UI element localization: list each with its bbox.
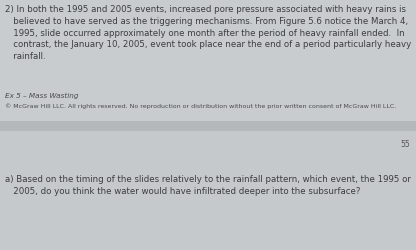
Text: Ex 5 – Mass Wasting: Ex 5 – Mass Wasting <box>5 93 79 99</box>
Text: 2) In both the 1995 and 2005 events, increased pore pressure associated with hea: 2) In both the 1995 and 2005 events, inc… <box>5 5 411 61</box>
Text: a) Based on the timing of the slides relatively to the rainfall pattern, which e: a) Based on the timing of the slides rel… <box>5 174 411 195</box>
Text: 55: 55 <box>400 140 410 148</box>
Bar <box>0 0 416 122</box>
Bar <box>0 132 416 250</box>
Text: © McGraw Hill LLC. All rights reserved. No reproduction or distribution without : © McGraw Hill LLC. All rights reserved. … <box>5 102 396 108</box>
Bar <box>0 122 416 132</box>
